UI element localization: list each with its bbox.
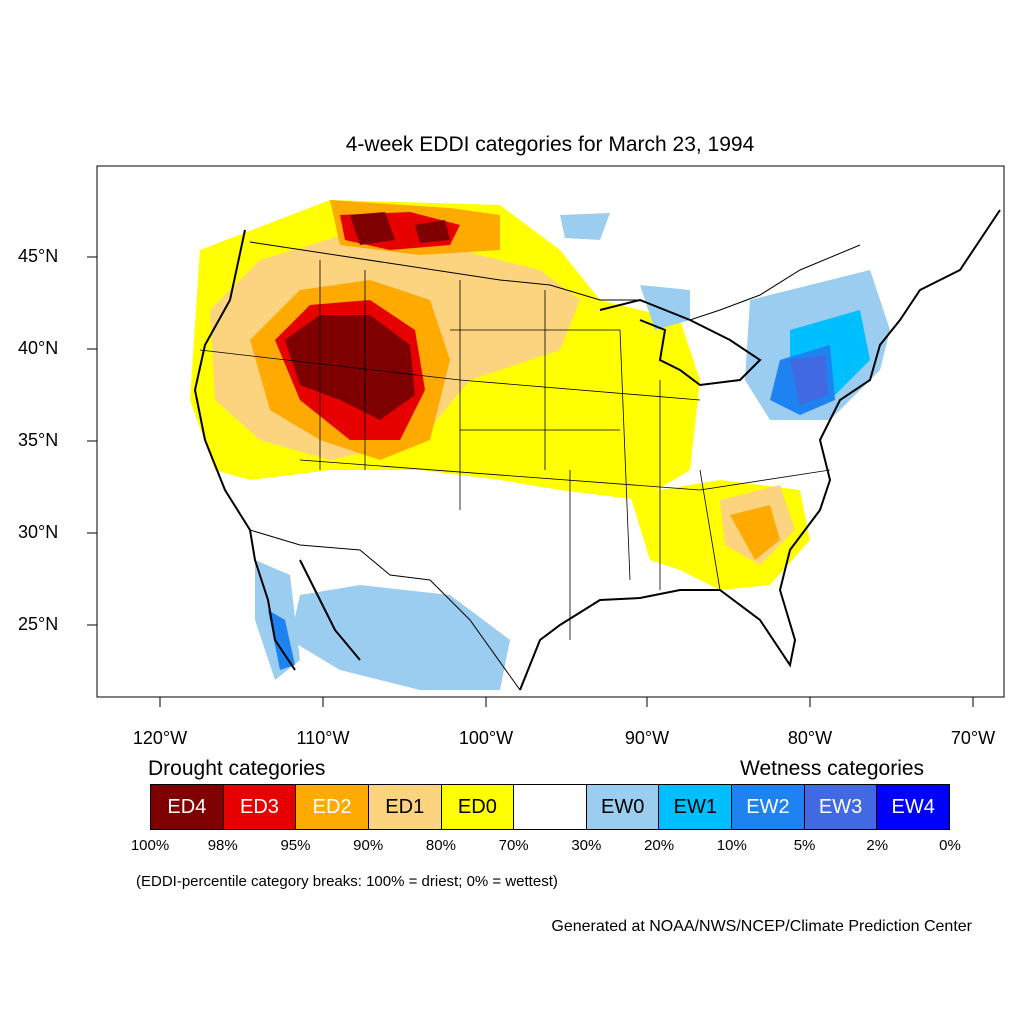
percent-break-label: 5% [793,837,816,854]
percent-break-label: 80% [425,837,456,854]
lat-label-25: 25°N [18,614,59,634]
percent-break-label: 20% [644,837,675,854]
ed4-north2 [415,220,450,243]
wetness-categories-heading: Wetness categories [740,757,925,780]
percent-break-label: 90% [353,837,384,854]
ew2-baja [268,610,295,670]
drought-categories-heading: Drought categories [148,757,326,780]
axis-ticks [87,256,974,707]
percent-break-label: 98% [207,837,238,854]
percent-break-label: 95% [280,837,311,854]
legend-swatch-ed2: ED2 [296,785,369,829]
legend-swatch-ew2: EW2 [732,785,805,829]
map-title: 4-week EDDI categories for March 23, 199… [345,133,755,156]
percent-break-label: 0% [939,837,961,854]
lon-label-120: 120°W [132,728,188,748]
lat-label-45: 45°N [18,246,59,266]
percent-break-label: 100% [130,837,170,854]
percent-break-label: 70% [498,837,529,854]
lon-label-70: 70°W [950,728,996,748]
ed2-sc [730,505,780,560]
mexico-border [249,529,521,691]
ew0-north [560,213,610,240]
category-legend: ED4 ED3 ED2 ED1 ED0 EW0 EW1 EW2 EW3 EW4 [150,784,950,830]
lat-label-30: 30°N [18,522,59,542]
legend-swatch-ew0: EW0 [586,785,660,829]
ew0-south [290,585,510,690]
lat-label-40: 40°N [18,338,59,358]
legend-swatch-ew4: EW4 [877,785,950,829]
percent-break-label: 10% [716,837,747,854]
boundaries [193,209,1001,691]
lon-label-80: 80°W [787,728,833,748]
legend-swatch-ed3: ED3 [223,785,297,829]
great-lakes [599,298,762,387]
coastline [193,209,1001,691]
percent-break-label: 2% [866,837,889,854]
ew0-greatlakes [640,285,690,330]
legend-swatch-ew1: EW1 [659,785,733,829]
lon-label-90: 90°W [624,728,670,748]
legend-swatch-ed4: ED4 [151,785,224,829]
credit-line: Generated at NOAA/NWS/NCEP/Climate Predi… [551,918,972,935]
eddi-field [190,200,890,690]
lat-label-35: 35°N [18,430,59,450]
legend-swatch-ew3: EW3 [804,785,878,829]
lon-label-100: 100°W [458,728,514,748]
legend-swatch-neutral [514,785,587,829]
lon-label-110: 110°W [296,728,350,748]
percent-break-label: 30% [571,837,602,854]
state-lines [199,260,831,640]
ed4-north [350,212,395,245]
ew3-northeast [790,355,828,405]
legend-swatch-ed0: ED0 [441,785,515,829]
legend-swatch-ed1: ED1 [368,785,442,829]
category-note: (EDDI-percentile category breaks: 100% =… [136,873,558,890]
